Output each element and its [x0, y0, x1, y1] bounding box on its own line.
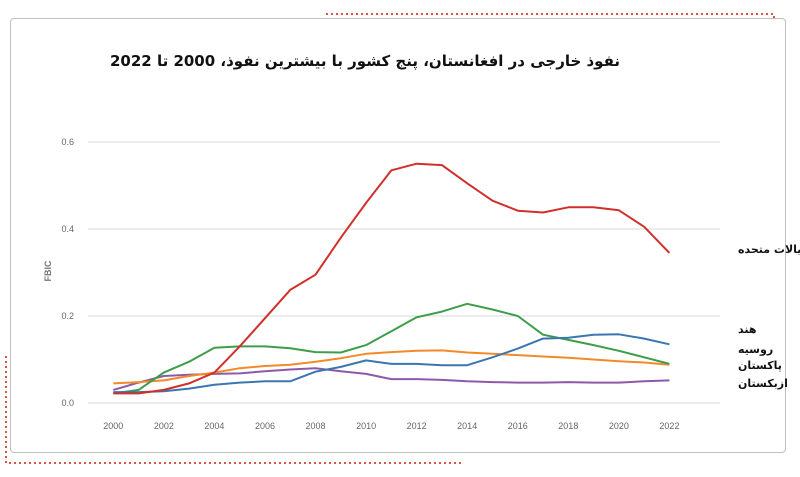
x-tick-label: 2004 [204, 421, 224, 431]
x-tick-label: 2022 [659, 421, 679, 431]
series-line-russia [113, 349, 670, 385]
series-lines [113, 162, 671, 395]
series-line-united-states [113, 162, 671, 395]
x-tick-label: 2018 [558, 421, 578, 431]
series-labels: ایالات متحده هند روسیه پاکستان ازبکستان [738, 243, 800, 390]
series-label-pakistan: پاکستان [738, 359, 782, 372]
series-label-russia: روسیه [738, 343, 773, 356]
grid-lines [88, 141, 720, 404]
x-tick-label: 2012 [407, 421, 427, 431]
chart-title: نفوذ خارجی در افغانستان، پنج کشور با بیش… [109, 52, 621, 70]
y-axis-ticks: 0.0 0.2 0.4 0.6 [61, 137, 74, 408]
frame-dots-bottom-left [5, 356, 462, 464]
y-axis-label: FBIC [43, 260, 53, 281]
x-tick-label: 2016 [508, 421, 528, 431]
y-tick-label: 0.4 [61, 224, 74, 234]
y-tick-label: 0.0 [61, 398, 74, 408]
series-line-india [113, 302, 670, 395]
x-axis-ticks: 2000 2002 2004 2006 2008 2010 2012 2014 2016 2018… [103, 421, 679, 431]
y-tick-label: 0.2 [61, 311, 74, 321]
x-tick-label: 2008 [306, 421, 326, 431]
series-line-pakistan [113, 333, 670, 394]
x-tick-label: 2014 [457, 421, 477, 431]
series-label-india: هند [738, 323, 756, 336]
x-tick-label: 2000 [103, 421, 123, 431]
y-tick-label: 0.6 [61, 137, 74, 147]
series-label-united-states: ایالات متحده [738, 243, 800, 256]
x-tick-label: 2002 [154, 421, 174, 431]
x-tick-label: 2010 [356, 421, 376, 431]
x-tick-label: 2020 [609, 421, 629, 431]
x-tick-label: 2006 [255, 421, 275, 431]
series-label-uzbekistan: ازبکستان [738, 377, 788, 390]
